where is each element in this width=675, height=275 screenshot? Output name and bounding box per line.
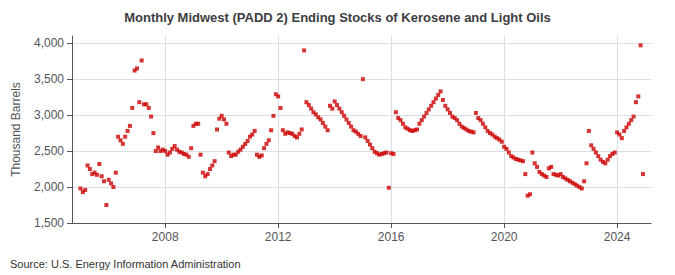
svg-text:3,500: 3,500 (34, 72, 64, 86)
svg-text:2012: 2012 (265, 230, 292, 244)
svg-text:2020: 2020 (491, 230, 518, 244)
svg-text:4,000: 4,000 (34, 36, 64, 50)
svg-text:2024: 2024 (604, 230, 631, 244)
svg-text:2016: 2016 (378, 230, 405, 244)
svg-text:2008: 2008 (152, 230, 179, 244)
svg-text:3,000: 3,000 (34, 108, 64, 122)
svg-text:Source: U.S. Energy Informatio: Source: U.S. Energy Information Administ… (10, 258, 241, 270)
svg-text:1,500: 1,500 (34, 216, 64, 230)
svg-text:2,000: 2,000 (34, 180, 64, 194)
svg-text:2,500: 2,500 (34, 144, 64, 158)
svg-text:Monthly Midwest (PADD 2) Endin: Monthly Midwest (PADD 2) Ending Stocks o… (124, 10, 551, 25)
svg-text:Thousand Barrels: Thousand Barrels (9, 82, 23, 177)
